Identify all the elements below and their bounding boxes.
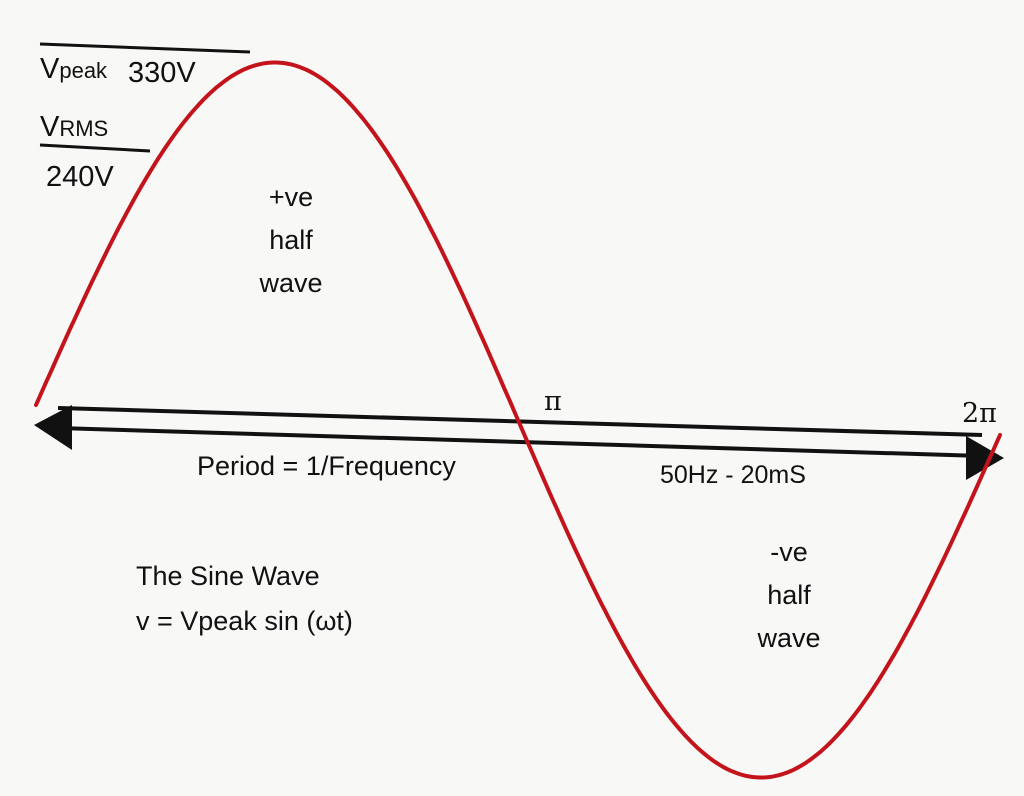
vpeak-symbol: V bbox=[40, 53, 60, 85]
negative-half-label-line-3: wave bbox=[756, 623, 820, 653]
period-arrow-line bbox=[57, 426, 983, 458]
vrms-label: VRMS bbox=[40, 111, 108, 143]
vrms-symbol: V bbox=[40, 111, 60, 143]
vrms-subscript: RMS bbox=[59, 116, 108, 141]
negative-half-label-line-1: -ve bbox=[770, 537, 808, 567]
period-arrow-right-head bbox=[966, 436, 1004, 480]
positive-half-label-line-2: half bbox=[269, 225, 313, 255]
vpeak-subscript: peak bbox=[59, 58, 108, 83]
vpeak-value: 330V bbox=[128, 57, 196, 89]
vpeak-label: Vpeak bbox=[40, 53, 108, 85]
positive-half-label-line-1: +ve bbox=[269, 182, 313, 212]
two-pi-label: 2π bbox=[962, 398, 997, 429]
period-label: Period = 1/Frequency bbox=[197, 451, 456, 481]
positive-half-label-line-3: wave bbox=[258, 268, 322, 298]
vrms-value: 240V bbox=[46, 161, 114, 193]
period-arrow-left-head bbox=[34, 405, 72, 450]
frequency-label: 50Hz - 20mS bbox=[660, 461, 806, 489]
vrms-reference-line bbox=[39, 143, 151, 153]
pi-label: π bbox=[544, 386, 562, 417]
diagram-title: The Sine Wave bbox=[136, 561, 320, 591]
vpeak-reference-line bbox=[39, 42, 251, 54]
negative-half-label-line-2: half bbox=[767, 580, 811, 610]
sine-formula: v = Vpeak sin (ωt) bbox=[136, 606, 353, 636]
sine-wave-curve bbox=[34, 60, 1002, 780]
